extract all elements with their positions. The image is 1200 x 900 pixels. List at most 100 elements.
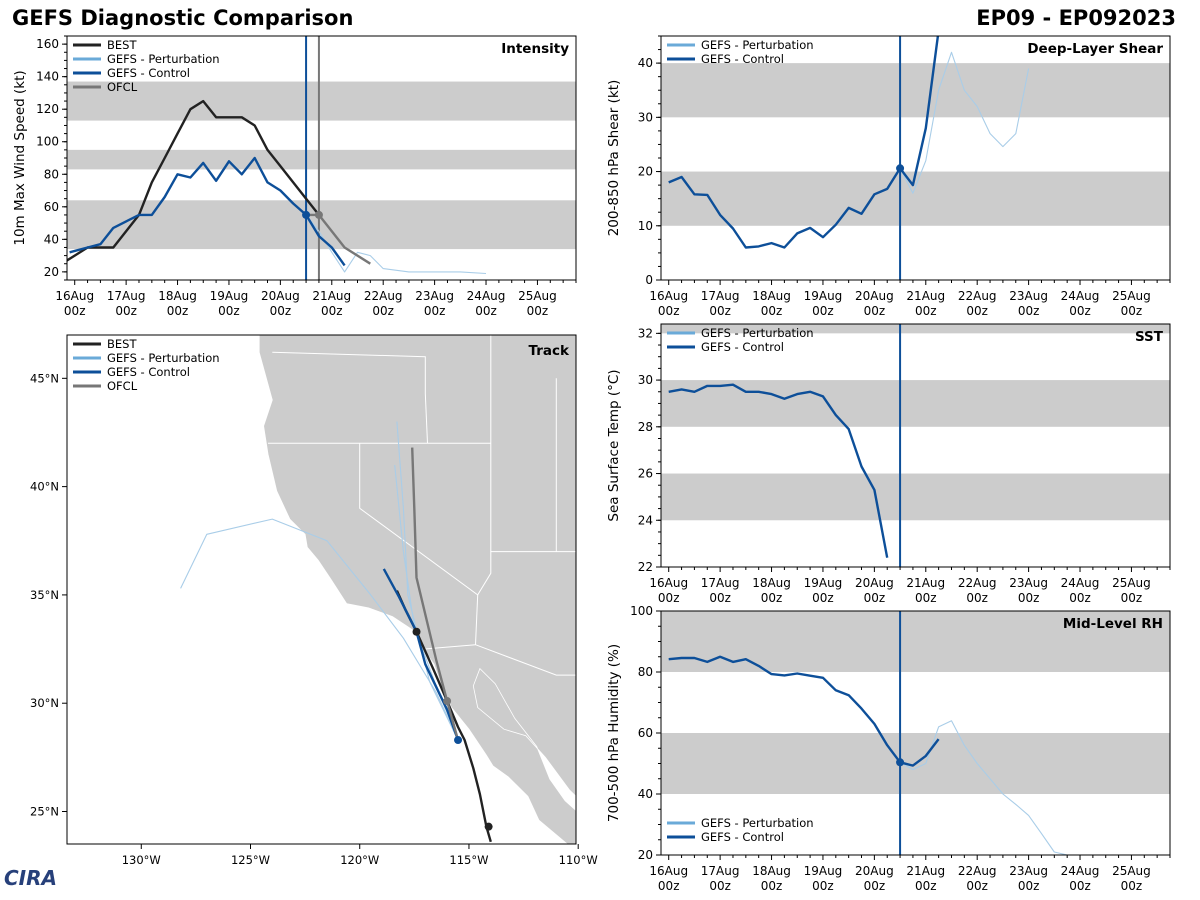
plot-area — [661, 611, 1170, 855]
legend-label: GEFS - Perturbation — [107, 351, 220, 365]
legend-label: GEFS - Perturbation — [701, 38, 814, 52]
x-tick-label: 19Aug — [804, 864, 843, 878]
x-tick-label: 00z — [915, 879, 937, 893]
lat-tick-label: 25°N — [30, 805, 59, 819]
land-mass — [258, 335, 576, 844]
legend-label: GEFS - Control — [107, 365, 190, 379]
x-tick-label: 19Aug — [804, 576, 843, 590]
track-gefs-perturbation — [396, 421, 459, 741]
legend-label: GEFS - Control — [701, 830, 784, 844]
panel-title: Deep-Layer Shear — [1027, 41, 1163, 57]
x-tick-label: 24Aug — [1061, 576, 1100, 590]
y-tick-label: 20 — [44, 265, 59, 279]
panel-title: Intensity — [501, 41, 569, 57]
y-tick-label: 120 — [36, 102, 59, 116]
x-tick-label: 20Aug — [855, 289, 894, 303]
x-tick-label: 00z — [1069, 591, 1091, 605]
x-tick-label: 00z — [966, 304, 988, 318]
track-position-marker — [443, 697, 452, 706]
x-tick-label: 00z — [966, 591, 988, 605]
x-tick-label: 00z — [167, 304, 189, 318]
x-tick-label: 18Aug — [752, 289, 791, 303]
y-tick-label: 160 — [36, 37, 59, 51]
x-tick-label: 21Aug — [312, 289, 351, 303]
x-tick-label: 22Aug — [364, 289, 403, 303]
y-tick-label: 24 — [638, 513, 653, 527]
y-axis-label: 10m Max Wind Speed (kt) — [12, 70, 28, 245]
x-tick-label: 24Aug — [1061, 864, 1100, 878]
storm-id: EP09 - EP092023 — [976, 6, 1176, 30]
panel-rh: 2040608010016Aug00z17Aug00z18Aug00z19Aug… — [606, 604, 1171, 893]
legend-label: OFCL — [107, 379, 138, 393]
x-tick-label: 00z — [658, 304, 680, 318]
page-title: GEFS Diagnostic Comparison — [12, 6, 354, 30]
x-tick-label: 00z — [761, 591, 783, 605]
legend-label: GEFS - Perturbation — [107, 52, 220, 66]
x-tick-label: 16Aug — [649, 576, 688, 590]
lat-tick-label: 45°N — [30, 371, 59, 385]
x-tick-label: 20Aug — [855, 864, 894, 878]
lon-tick-label: 130°W — [122, 853, 161, 867]
map-area — [180, 335, 576, 844]
x-tick-label: 18Aug — [158, 289, 197, 303]
plot-frame — [660, 323, 1171, 568]
lat-tick-label: 35°N — [30, 588, 59, 602]
map-frame — [66, 334, 577, 845]
threshold-band — [67, 81, 576, 121]
series-gefs-control — [69, 156, 346, 267]
x-tick-label: 16Aug — [649, 289, 688, 303]
y-tick-label: 100 — [36, 135, 59, 149]
threshold-band — [661, 324, 1170, 334]
track-gefs-control — [382, 568, 460, 741]
lon-tick-label: 115°W — [449, 853, 488, 867]
legend-label: BEST — [107, 337, 137, 351]
threshold-band — [661, 63, 1170, 118]
series-best — [67, 99, 320, 262]
x-tick-label: 00z — [812, 304, 834, 318]
x-tick-label: 00z — [218, 304, 240, 318]
legend-label: GEFS - Control — [701, 340, 784, 354]
series-ofcl — [306, 213, 371, 265]
x-tick-label: 00z — [321, 304, 343, 318]
state-border — [423, 644, 576, 676]
x-tick-label: 24Aug — [1061, 289, 1100, 303]
lon-tick-label: 110°W — [559, 853, 598, 867]
y-tick-label: 10 — [638, 219, 653, 233]
panel-title: Mid-Level RH — [1063, 616, 1163, 632]
series-gefs-perturbation — [899, 720, 1068, 855]
x-tick-label: 00z — [1018, 591, 1040, 605]
x-tick-label: 00z — [115, 304, 137, 318]
threshold-band — [661, 473, 1170, 521]
cira-logo: CIRA — [4, 866, 57, 890]
y-tick-label: 140 — [36, 70, 59, 84]
legend-label: OFCL — [107, 80, 138, 94]
x-tick-label: 20Aug — [261, 289, 300, 303]
series-gefs-control — [668, 36, 940, 249]
x-tick-label: 00z — [915, 304, 937, 318]
x-tick-label: 21Aug — [906, 576, 945, 590]
x-tick-label: 00z — [372, 304, 394, 318]
x-tick-label: 00z — [475, 304, 497, 318]
plot-area — [661, 324, 1170, 567]
y-tick-label: 40 — [638, 56, 653, 70]
x-tick-label: 00z — [812, 591, 834, 605]
x-tick-label: 23Aug — [1009, 289, 1048, 303]
x-tick-label: 17Aug — [701, 864, 740, 878]
x-tick-label: 18Aug — [752, 576, 791, 590]
x-tick-label: 21Aug — [906, 289, 945, 303]
analysis-marker — [302, 210, 311, 219]
y-tick-label: 26 — [638, 467, 653, 481]
y-tick-label: 30 — [638, 110, 653, 124]
y-tick-label: 60 — [44, 200, 59, 214]
state-border — [359, 443, 478, 596]
lat-tick-label: 30°N — [30, 696, 59, 710]
y-axis-label: Sea Surface Temp (°C) — [606, 369, 622, 521]
x-tick-label: 25Aug — [1112, 289, 1151, 303]
series-gefs-control — [668, 383, 889, 558]
legend-label: BEST — [107, 38, 137, 52]
y-axis-label: 700-500 hPa Humidity (%) — [606, 644, 622, 822]
y-tick-label: 40 — [44, 232, 59, 246]
